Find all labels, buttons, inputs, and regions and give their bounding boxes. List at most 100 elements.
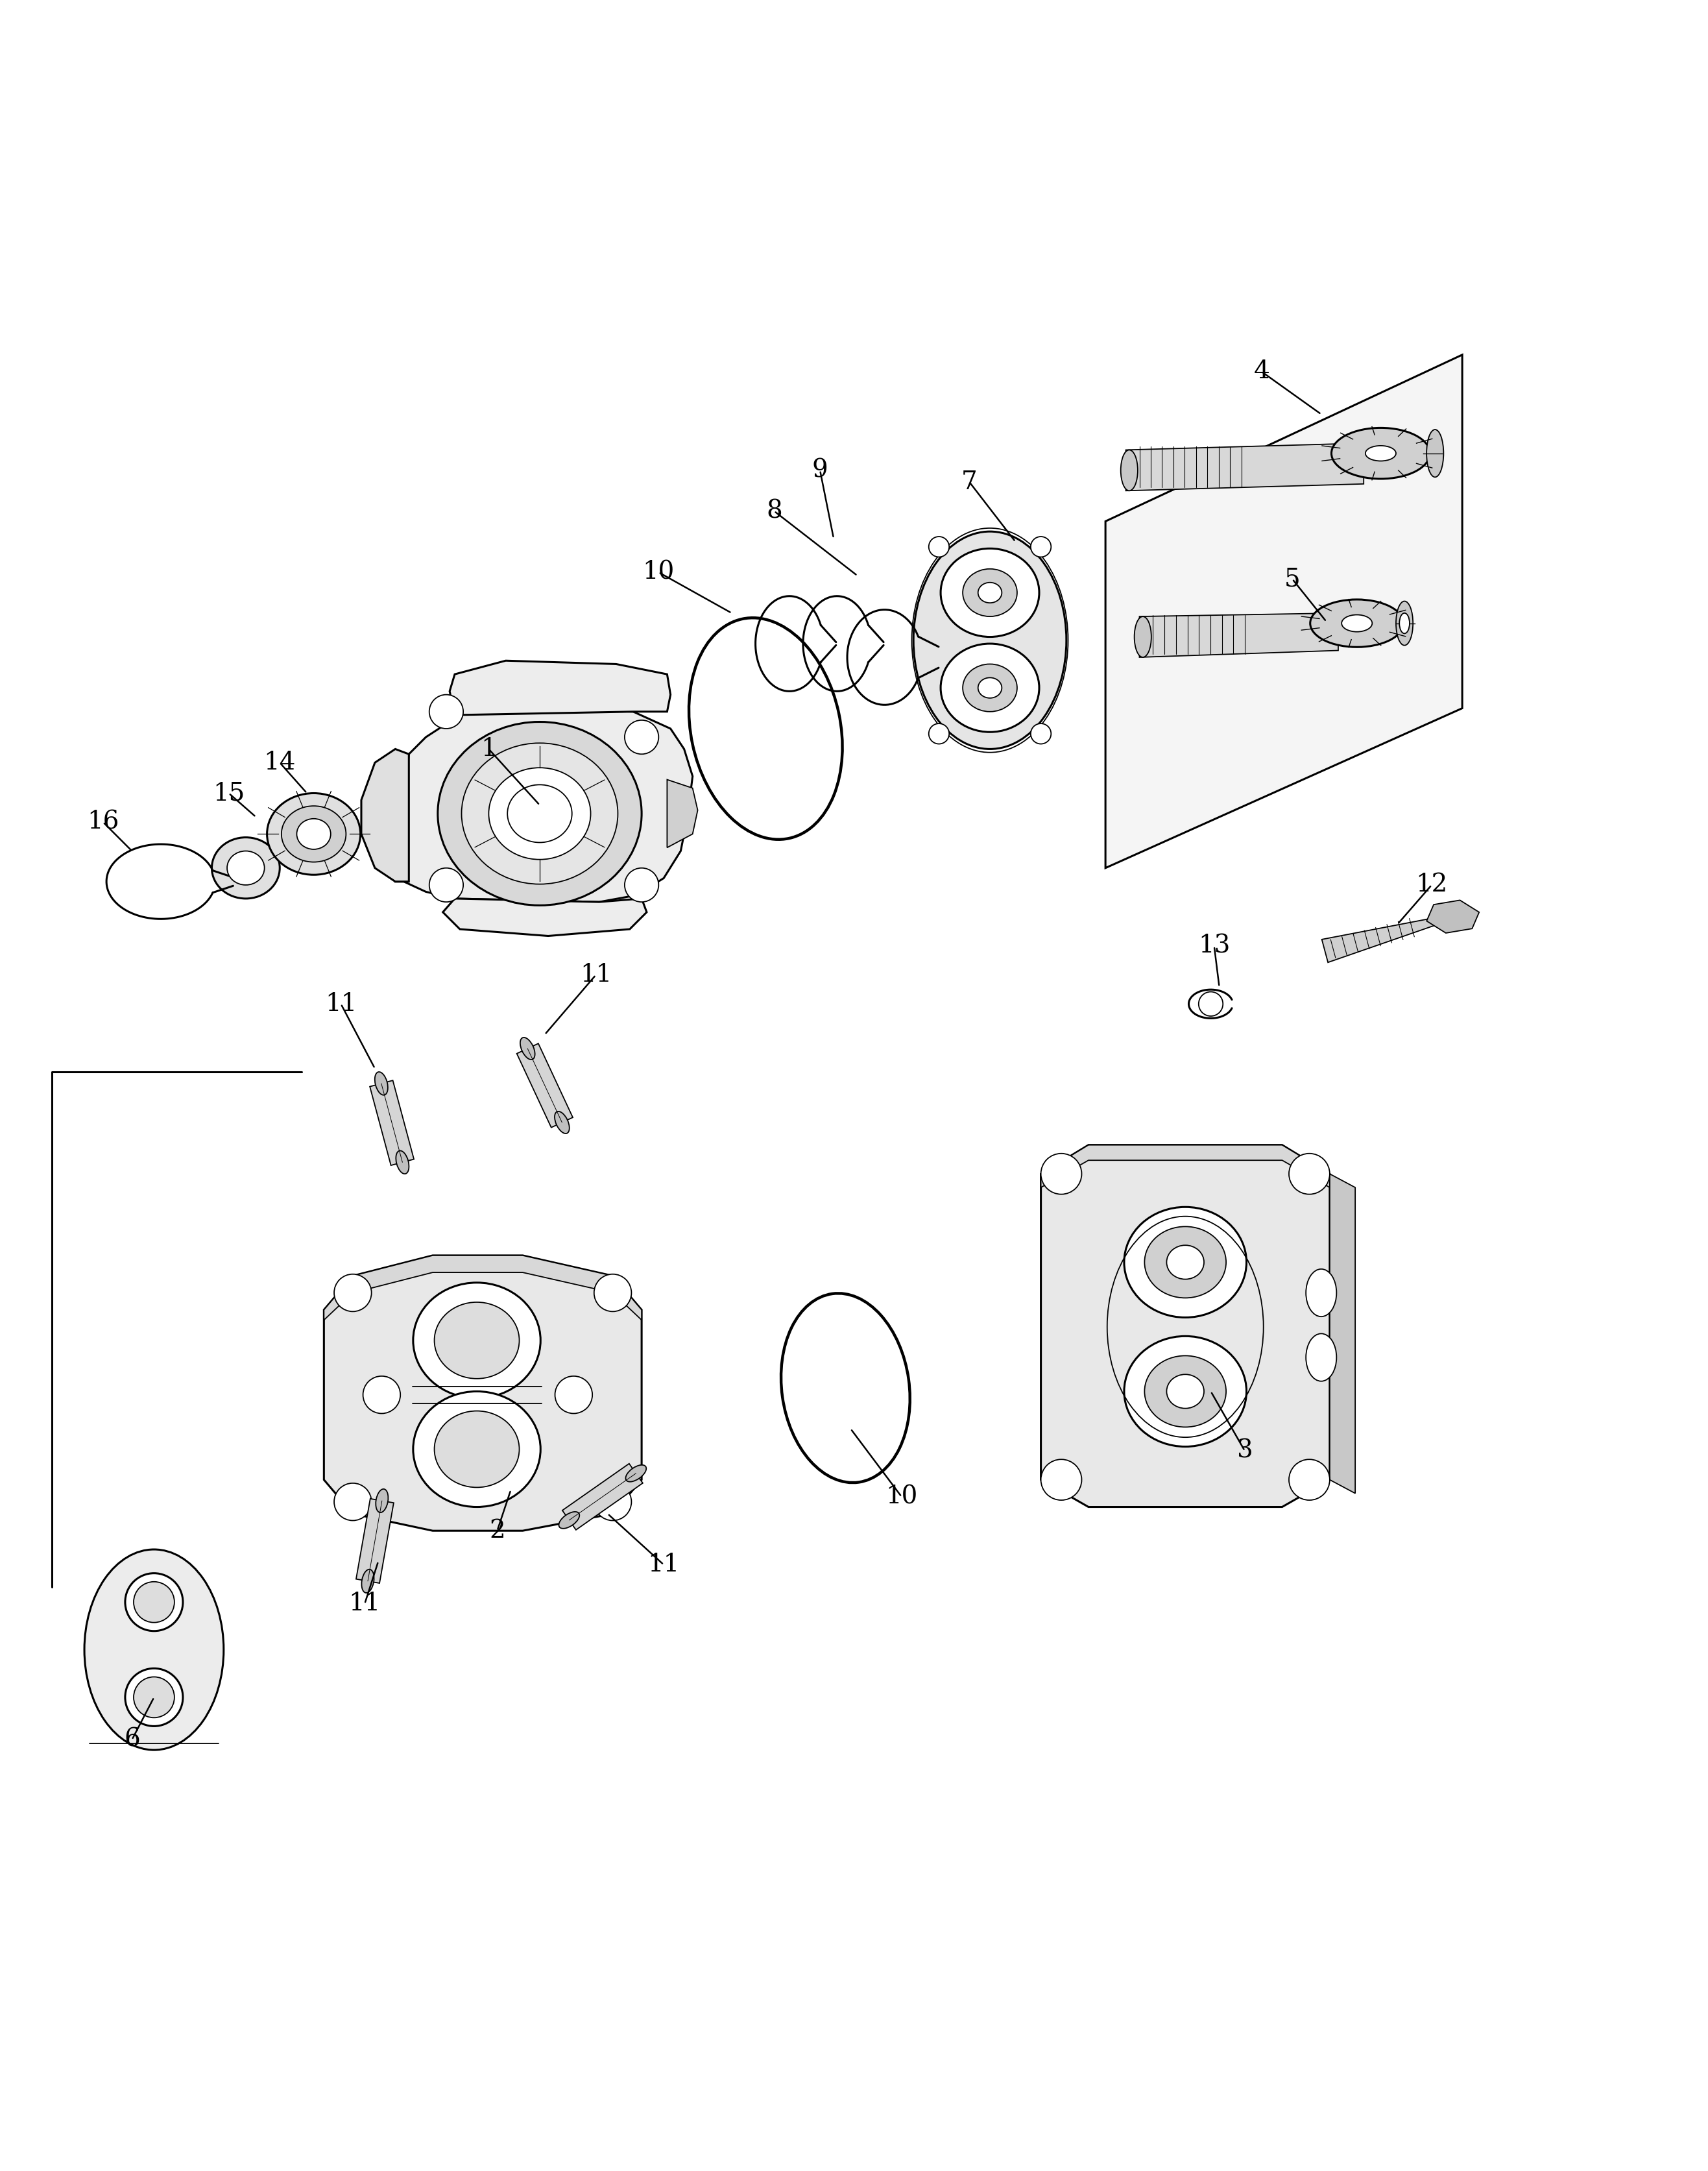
- Ellipse shape: [1426, 430, 1443, 478]
- Ellipse shape: [374, 1072, 388, 1094]
- Circle shape: [335, 1483, 371, 1520]
- Text: 16: 16: [87, 810, 120, 834]
- Ellipse shape: [1310, 599, 1404, 647]
- Text: 11: 11: [647, 1552, 680, 1576]
- Polygon shape: [518, 1044, 572, 1127]
- Ellipse shape: [461, 742, 618, 884]
- Polygon shape: [1105, 354, 1462, 868]
- Text: 10: 10: [642, 560, 675, 584]
- Polygon shape: [1331, 1175, 1354, 1494]
- Ellipse shape: [437, 721, 642, 905]
- Circle shape: [429, 868, 463, 901]
- Text: 11: 11: [348, 1591, 381, 1615]
- Polygon shape: [668, 779, 697, 847]
- Circle shape: [1040, 1153, 1081, 1194]
- Ellipse shape: [1134, 617, 1151, 658]
- Text: 10: 10: [885, 1485, 917, 1509]
- Text: 15: 15: [214, 782, 244, 805]
- Text: 4: 4: [1254, 360, 1269, 384]
- Ellipse shape: [396, 1151, 408, 1175]
- Text: 9: 9: [811, 458, 828, 482]
- Circle shape: [594, 1483, 632, 1520]
- Ellipse shape: [227, 851, 265, 886]
- Polygon shape: [1322, 918, 1438, 962]
- Polygon shape: [325, 1255, 642, 1531]
- Polygon shape: [1426, 901, 1479, 934]
- Ellipse shape: [1144, 1227, 1226, 1298]
- Ellipse shape: [559, 1511, 579, 1528]
- Ellipse shape: [125, 1667, 183, 1726]
- Ellipse shape: [212, 838, 280, 899]
- Polygon shape: [1126, 443, 1363, 491]
- Ellipse shape: [434, 1303, 519, 1379]
- Ellipse shape: [266, 792, 360, 875]
- Circle shape: [133, 1583, 174, 1622]
- Ellipse shape: [507, 784, 572, 842]
- Text: 8: 8: [767, 499, 782, 523]
- Ellipse shape: [941, 643, 1038, 732]
- Circle shape: [1290, 1153, 1331, 1194]
- Ellipse shape: [963, 664, 1016, 712]
- Polygon shape: [362, 749, 408, 881]
- Text: 12: 12: [1416, 873, 1448, 897]
- Polygon shape: [1040, 1144, 1331, 1507]
- Circle shape: [1030, 723, 1050, 745]
- Text: 14: 14: [263, 751, 295, 775]
- Ellipse shape: [1144, 1355, 1226, 1426]
- Ellipse shape: [979, 582, 1003, 604]
- Ellipse shape: [1124, 1335, 1247, 1446]
- Polygon shape: [1139, 612, 1337, 658]
- Ellipse shape: [625, 1465, 646, 1483]
- Ellipse shape: [282, 805, 347, 862]
- Ellipse shape: [1395, 601, 1413, 645]
- Text: 11: 11: [325, 992, 357, 1016]
- Text: 1: 1: [480, 736, 497, 762]
- Text: 3: 3: [1237, 1439, 1252, 1463]
- Polygon shape: [562, 1463, 642, 1531]
- Polygon shape: [442, 899, 647, 936]
- Ellipse shape: [555, 1112, 569, 1133]
- Polygon shape: [355, 1498, 393, 1583]
- Ellipse shape: [362, 1570, 374, 1594]
- Text: 6: 6: [125, 1728, 140, 1752]
- Ellipse shape: [297, 818, 331, 849]
- Circle shape: [625, 868, 659, 901]
- Circle shape: [133, 1676, 174, 1717]
- Ellipse shape: [914, 532, 1066, 749]
- Circle shape: [1040, 1459, 1081, 1500]
- Ellipse shape: [1307, 1333, 1337, 1381]
- Ellipse shape: [1365, 445, 1395, 460]
- Ellipse shape: [521, 1038, 535, 1059]
- Circle shape: [429, 695, 463, 729]
- Ellipse shape: [125, 1574, 183, 1630]
- Circle shape: [1030, 536, 1050, 558]
- Text: 11: 11: [579, 964, 611, 988]
- Ellipse shape: [1341, 614, 1372, 632]
- Text: 5: 5: [1284, 567, 1300, 591]
- Text: 2: 2: [488, 1520, 506, 1544]
- Text: 7: 7: [962, 471, 977, 495]
- Ellipse shape: [1307, 1270, 1337, 1316]
- Ellipse shape: [488, 769, 591, 860]
- Ellipse shape: [413, 1283, 540, 1398]
- Circle shape: [929, 536, 950, 558]
- Circle shape: [929, 723, 950, 745]
- Ellipse shape: [1124, 1207, 1247, 1318]
- Ellipse shape: [413, 1392, 540, 1507]
- Circle shape: [335, 1274, 371, 1311]
- Ellipse shape: [941, 549, 1038, 636]
- Polygon shape: [449, 660, 671, 714]
- Circle shape: [625, 721, 659, 753]
- Circle shape: [1290, 1459, 1331, 1500]
- Text: 13: 13: [1199, 934, 1230, 957]
- Ellipse shape: [979, 677, 1003, 699]
- Circle shape: [364, 1376, 400, 1413]
- Ellipse shape: [1120, 449, 1138, 491]
- Ellipse shape: [1332, 428, 1430, 480]
- Circle shape: [555, 1376, 593, 1413]
- Ellipse shape: [376, 1489, 388, 1513]
- Polygon shape: [371, 1081, 413, 1166]
- Polygon shape: [395, 706, 693, 901]
- Ellipse shape: [963, 569, 1016, 617]
- Polygon shape: [325, 1255, 642, 1320]
